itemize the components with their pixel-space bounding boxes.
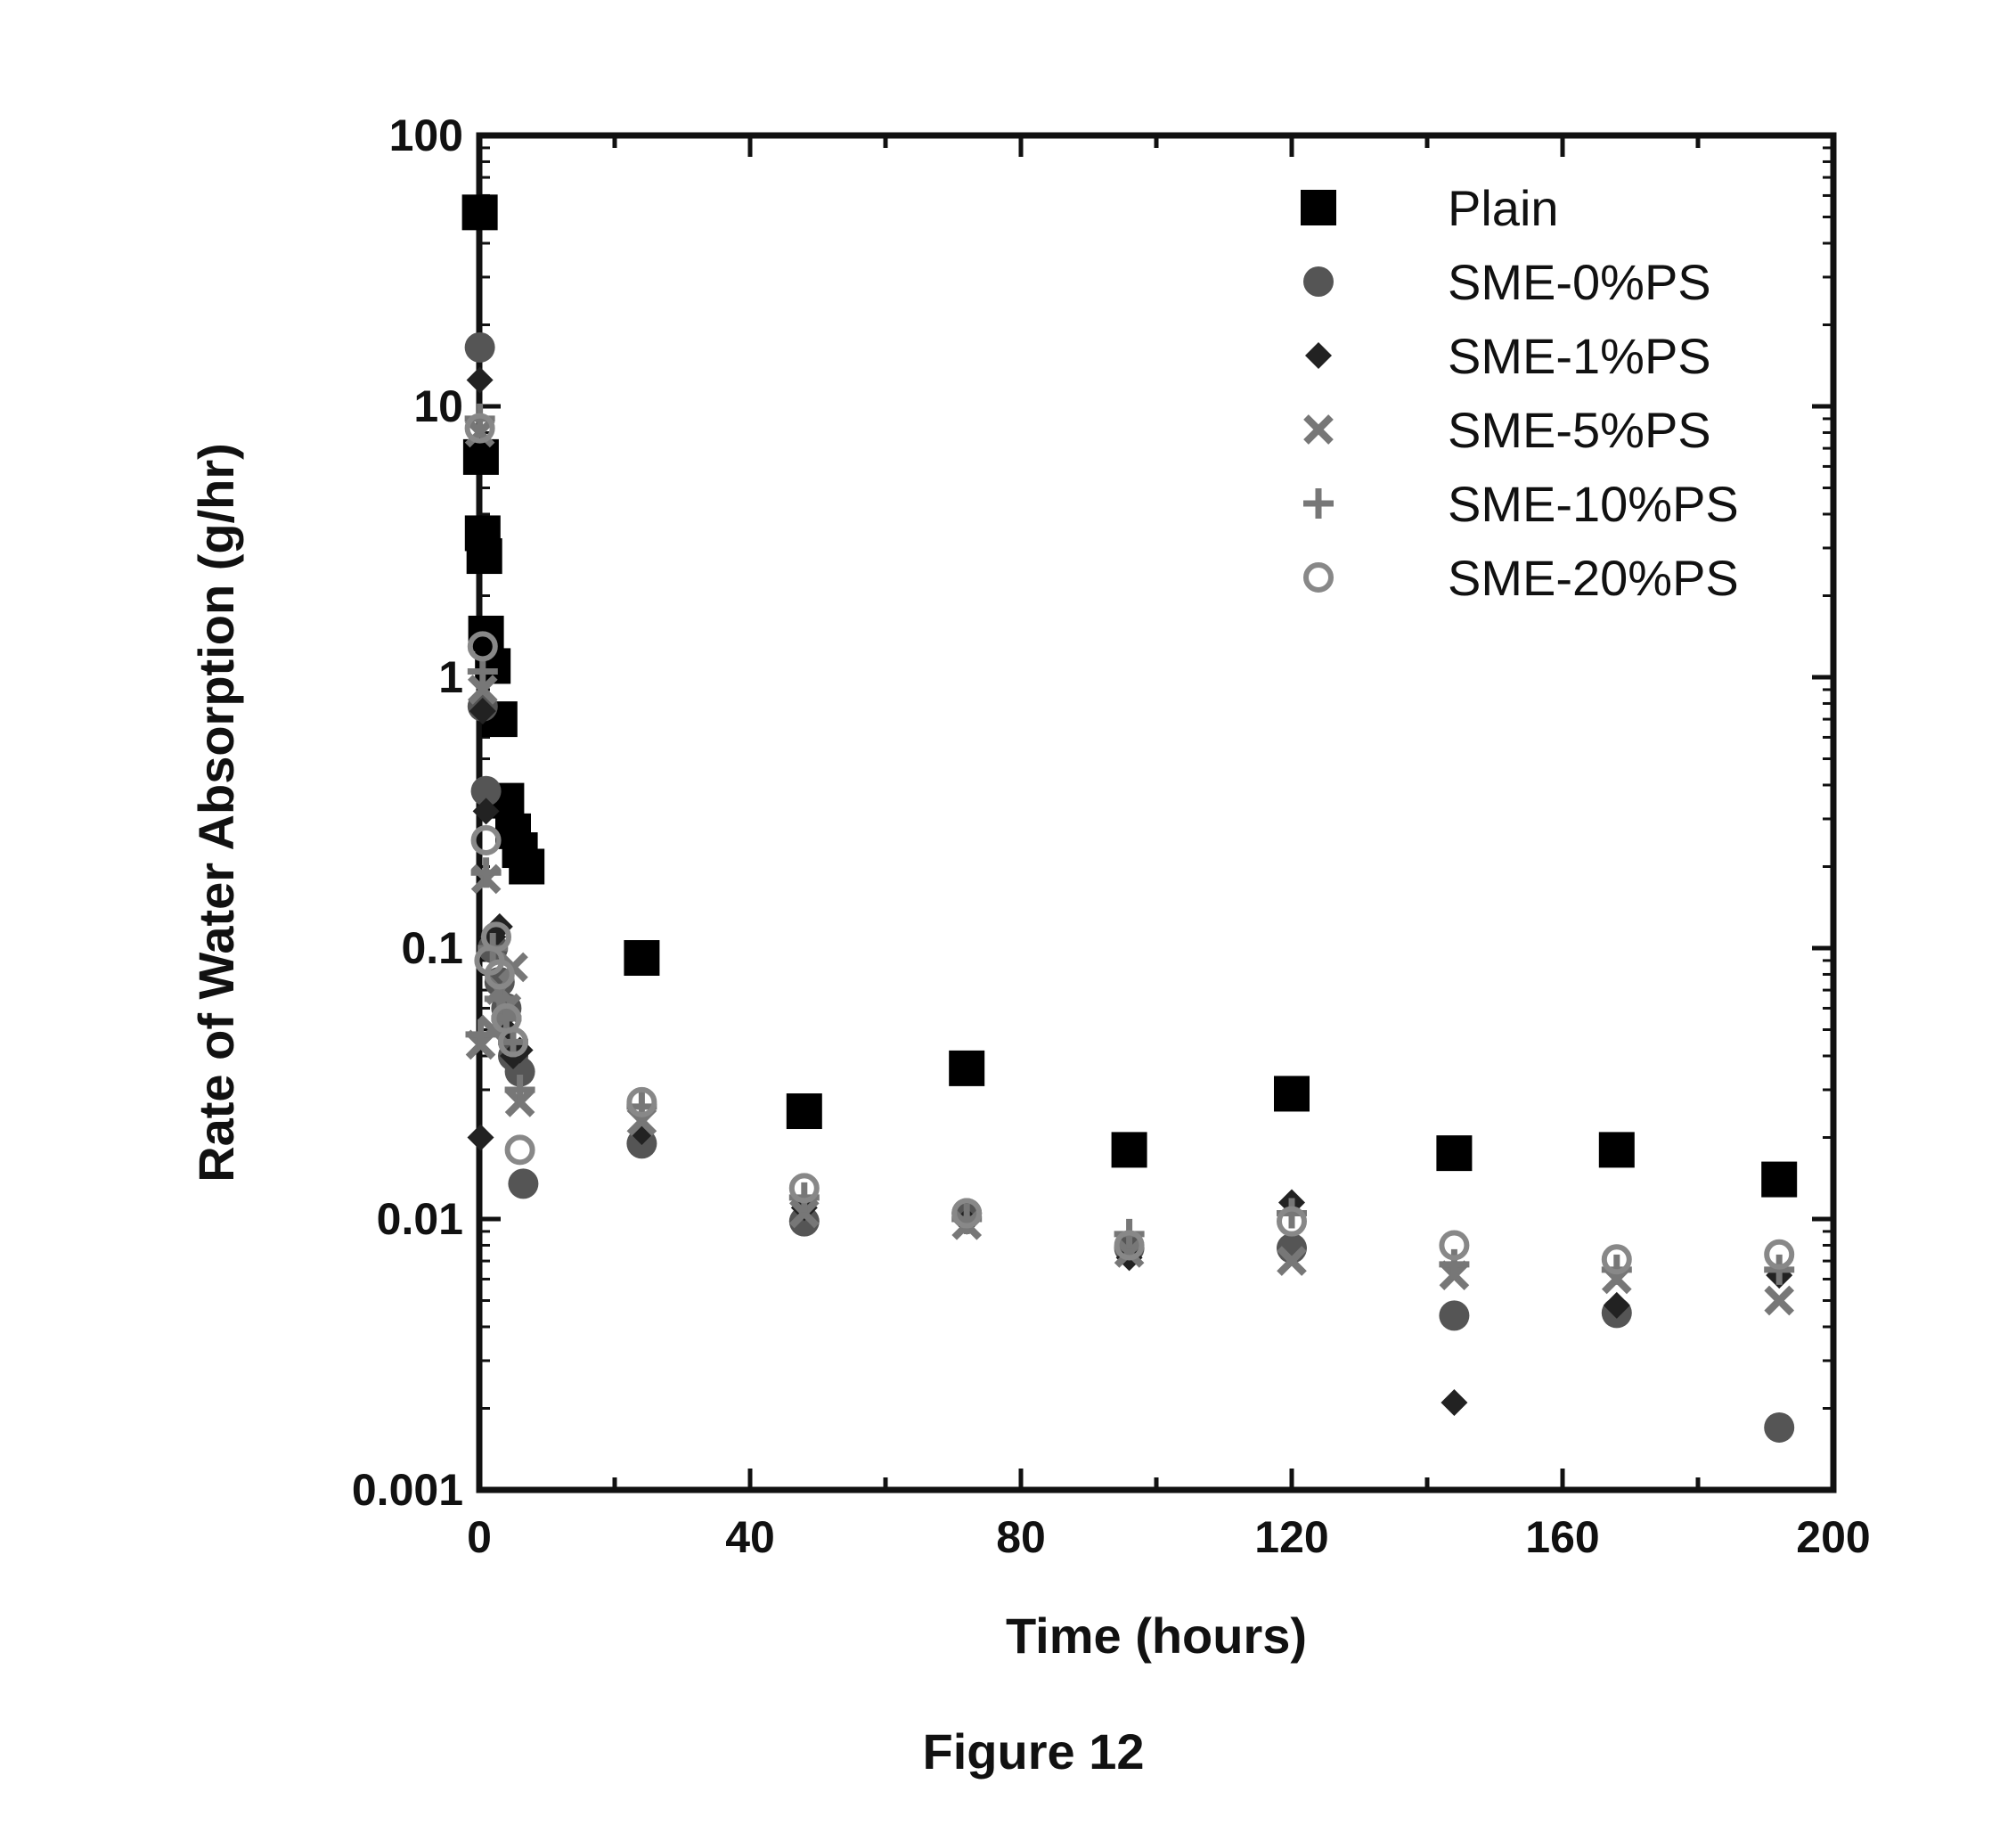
x-tick-label: 120: [1254, 1512, 1328, 1562]
legend-label-1: SME-0%PS: [1448, 254, 1711, 310]
y-tick-label: 100: [389, 110, 463, 160]
data-point-series-4: [504, 1074, 535, 1105]
data-point-series-0: [624, 940, 660, 977]
data-point-series-5: [467, 631, 498, 662]
x-tick-label: 200: [1796, 1512, 1870, 1562]
legend-marker-4: [1303, 488, 1334, 519]
y-tick-label: 1: [438, 652, 463, 702]
data-point-series-0: [1274, 1076, 1310, 1112]
data-point-series-0: [1436, 1135, 1473, 1172]
data-point-series-3: [788, 1198, 820, 1229]
data-point-series-2: [1603, 1291, 1630, 1319]
y-axis-title: Rate of Water Absorption (g/hr): [188, 443, 244, 1182]
data-point-series-4: [1764, 1254, 1795, 1285]
data-point-series-5: [481, 921, 511, 953]
y-tick-label: 0.01: [377, 1194, 463, 1244]
data-point-series-5: [1277, 1206, 1307, 1237]
legend-marker-0: [1301, 190, 1336, 225]
figure-caption: Figure 12: [923, 1723, 1145, 1780]
data-point-series-1: [1764, 1411, 1795, 1443]
data-point-series-3: [498, 952, 528, 983]
data-point-series-5: [951, 1198, 983, 1229]
legend-label-3: SME-5%PS: [1448, 402, 1711, 458]
data-point-series-4: [465, 1019, 496, 1050]
data-point-series-5: [464, 413, 495, 444]
data-point-series-1: [508, 1168, 539, 1199]
data-point-series-5: [1601, 1244, 1632, 1275]
legend-label-5: SME-20%PS: [1448, 550, 1739, 606]
data-point-series-5: [1764, 1239, 1795, 1270]
data-point-series-5: [470, 825, 502, 856]
data-point-series-5: [1114, 1230, 1145, 1261]
data-point-series-2: [1441, 1389, 1468, 1417]
legend: Plain SME-0%PS SME-1%PS SME-5%PS SME-10%PS SM…: [1301, 180, 1739, 606]
x-tick-label: 160: [1525, 1512, 1599, 1562]
data-point-series-1: [464, 331, 495, 363]
data-point-series-5: [788, 1173, 820, 1204]
data-point-series-0: [509, 848, 545, 885]
data-point-series-5: [484, 959, 515, 990]
data-point-series-2: [467, 1124, 494, 1151]
data-point-series-5: [626, 1086, 657, 1117]
legend-marker-2: [1305, 342, 1332, 369]
data-point-series-4: [1439, 1248, 1470, 1280]
data-point-series-2: [472, 798, 500, 825]
data-point-series-0: [461, 194, 498, 231]
data-point-series-0: [786, 1093, 822, 1130]
x-tick-label: 40: [725, 1512, 775, 1562]
legend-marker-3: [1303, 414, 1334, 445]
data-point-series-5: [498, 1027, 528, 1058]
data-point-series-0: [1761, 1161, 1798, 1198]
y-tick-label: 0.1: [401, 923, 463, 973]
data-point-series-0: [1111, 1132, 1147, 1168]
data-point-series-5: [1439, 1230, 1470, 1261]
y-tick-label: 0.001: [352, 1465, 463, 1515]
data-point-series-0: [1598, 1132, 1635, 1168]
data-point-series-4: [470, 857, 502, 888]
data-point-series-0: [949, 1050, 985, 1086]
data-point-series-2: [466, 366, 494, 394]
y-tick-label: 10: [413, 381, 463, 431]
axis-ticks: 0 40 80 120 160 200 0.001 0.01 0.1 1 10 100: [352, 110, 1871, 1562]
data-point-series-2: [469, 697, 496, 724]
legend-marker-5: [1303, 562, 1334, 593]
legend-label-0: Plain: [1448, 180, 1559, 236]
data-point-series-5: [504, 1134, 535, 1166]
data-point-series-3: [1277, 1246, 1307, 1276]
data-point-series-3: [1764, 1285, 1795, 1316]
data-point-series-1: [470, 775, 502, 806]
x-tick-label: 0: [467, 1512, 492, 1562]
legend-label-2: SME-1%PS: [1448, 328, 1711, 384]
data-point-series-0: [466, 538, 502, 575]
data-points: [461, 194, 1798, 1443]
data-point-series-1: [788, 1206, 820, 1237]
data-point-series-3: [467, 675, 498, 705]
legend-marker-1: [1303, 266, 1334, 297]
x-axis-title: Time (hours): [1006, 1608, 1307, 1664]
data-point-series-3: [1114, 1238, 1145, 1268]
x-tick-label: 80: [996, 1512, 1046, 1562]
data-point-series-1: [1439, 1300, 1470, 1331]
legend-label-4: SME-10%PS: [1448, 476, 1739, 532]
